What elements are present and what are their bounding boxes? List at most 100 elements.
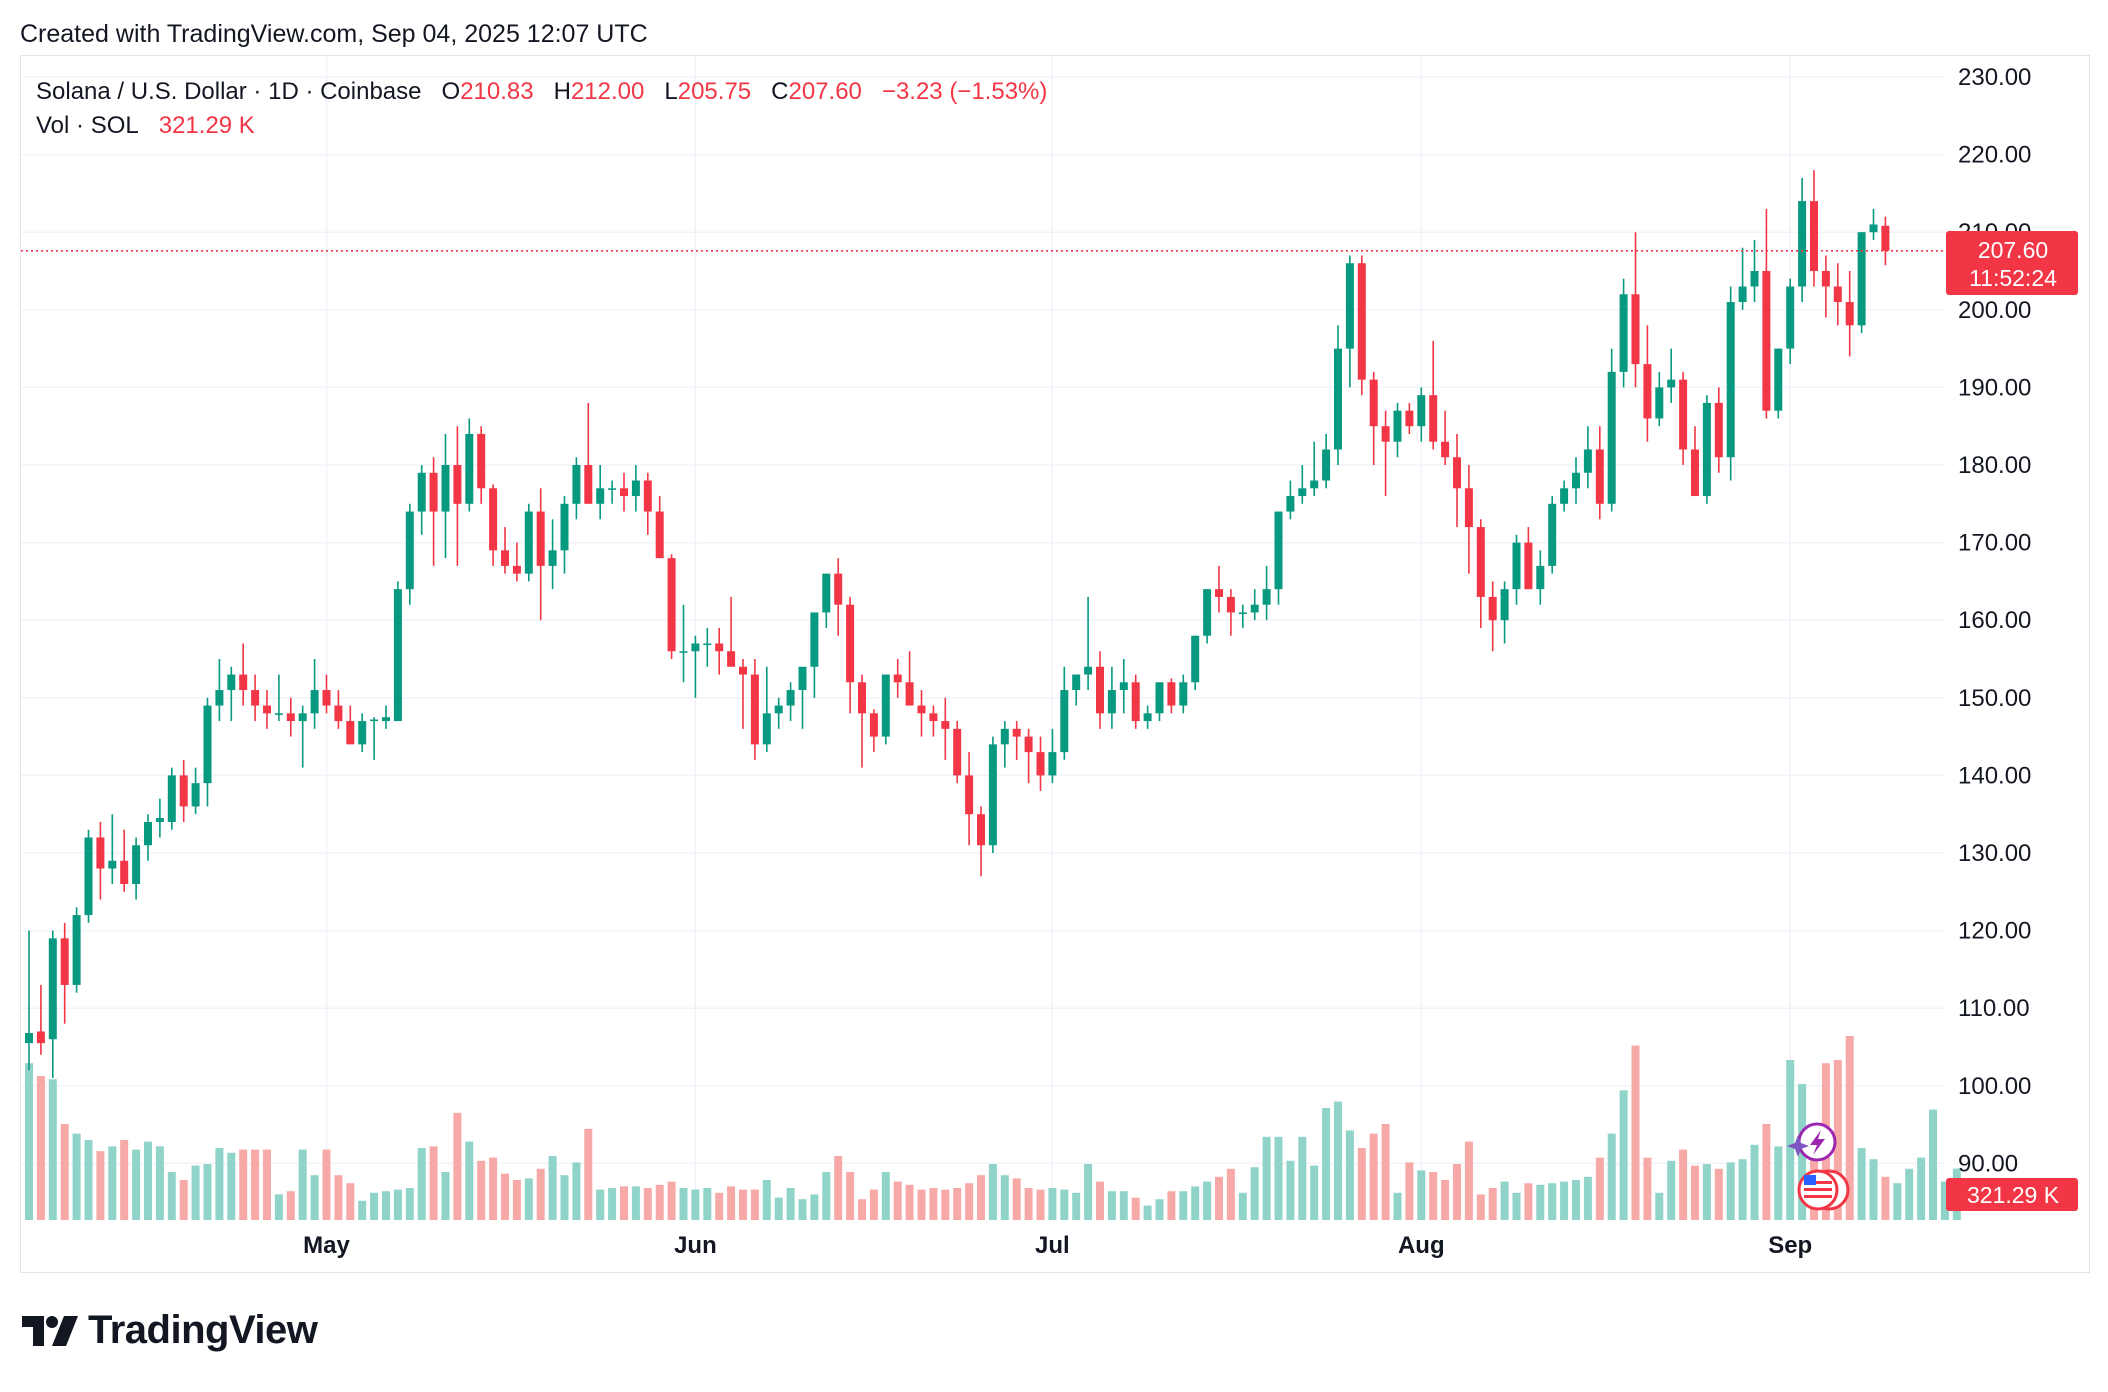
candle[interactable] [869, 709, 878, 753]
candle[interactable] [739, 659, 747, 729]
candle[interactable] [1786, 278, 1795, 365]
candle[interactable] [1012, 721, 1021, 760]
candle[interactable] [203, 697, 212, 807]
candle[interactable] [643, 472, 652, 535]
candle[interactable] [762, 666, 771, 753]
candle[interactable] [1595, 426, 1604, 520]
candle[interactable] [1048, 728, 1057, 784]
candle[interactable] [810, 612, 819, 698]
candle[interactable] [1441, 410, 1450, 465]
candle[interactable] [1488, 581, 1497, 652]
candle[interactable] [1762, 208, 1771, 419]
candle[interactable] [1369, 371, 1378, 465]
candle[interactable] [691, 635, 700, 698]
candle[interactable] [750, 659, 759, 760]
candle[interactable] [155, 798, 164, 838]
candle[interactable] [286, 697, 295, 737]
candle[interactable] [36, 984, 45, 1055]
candle[interactable] [1131, 674, 1140, 729]
candle[interactable] [370, 717, 379, 760]
candle[interactable] [881, 674, 890, 745]
candle[interactable] [1096, 651, 1104, 729]
candle[interactable] [655, 496, 664, 559]
volume-badge[interactable]: 321.29 K [1946, 1178, 2078, 1211]
candle[interactable] [1667, 348, 1676, 403]
candle[interactable] [1583, 426, 1592, 489]
candle[interactable] [893, 659, 902, 698]
candle[interactable] [608, 480, 617, 504]
candle[interactable] [1869, 208, 1878, 240]
candle[interactable] [72, 907, 81, 993]
candle[interactable] [334, 690, 343, 729]
candle[interactable] [25, 930, 33, 1071]
candle[interactable] [774, 697, 783, 729]
candle[interactable] [1310, 441, 1319, 497]
candle[interactable] [977, 806, 985, 877]
candle[interactable] [1512, 534, 1521, 605]
candle[interactable] [667, 554, 676, 659]
lightning-alert-icon[interactable] [1797, 1122, 1837, 1162]
candle[interactable] [1381, 410, 1390, 497]
candle[interactable] [489, 484, 498, 566]
candle[interactable] [1536, 550, 1545, 605]
candle[interactable] [144, 814, 152, 861]
candle[interactable] [298, 705, 307, 768]
candle[interactable] [786, 682, 795, 722]
candle[interactable] [1024, 728, 1033, 784]
candle[interactable] [536, 488, 545, 621]
candle[interactable] [310, 659, 319, 729]
candle[interactable] [84, 829, 93, 923]
candle[interactable] [965, 752, 974, 846]
candle[interactable] [191, 767, 200, 815]
candle[interactable] [1072, 674, 1081, 706]
legend-volume-label[interactable]: Vol · SOL [36, 112, 139, 139]
candle[interactable] [1821, 255, 1830, 318]
candle[interactable] [822, 573, 831, 628]
candle[interactable] [132, 837, 141, 900]
candle[interactable] [1453, 433, 1461, 528]
candle[interactable] [1524, 527, 1533, 590]
candle[interactable] [1179, 674, 1188, 714]
candle[interactable] [1702, 395, 1711, 504]
candle[interactable] [846, 596, 855, 714]
candle[interactable] [1345, 255, 1354, 388]
candle[interactable] [108, 814, 117, 885]
candle[interactable] [1215, 565, 1223, 613]
candle[interactable] [1631, 232, 1640, 388]
candle[interactable] [1298, 465, 1307, 504]
candle[interactable] [703, 627, 712, 667]
candle[interactable] [1726, 286, 1735, 481]
candle[interactable] [1107, 666, 1116, 729]
candle[interactable] [501, 527, 509, 574]
price-axis[interactable]: 230.00220.00210.00200.00190.00180.00170.… [1958, 64, 2031, 1177]
candle[interactable] [1572, 457, 1580, 504]
candle[interactable] [1845, 271, 1854, 357]
candle[interactable] [1476, 519, 1485, 628]
candle[interactable] [274, 674, 283, 722]
candle[interactable] [715, 627, 724, 675]
candle[interactable] [512, 542, 521, 582]
candle[interactable] [429, 457, 438, 566]
candle[interactable] [393, 581, 402, 722]
candle[interactable] [1322, 433, 1331, 489]
time-axis[interactable]: May Jun Jul Aug Sep [303, 1232, 1812, 1259]
candle[interactable] [1155, 682, 1164, 722]
candle[interactable] [1060, 666, 1069, 760]
candle[interactable] [1714, 387, 1723, 473]
candle[interactable] [382, 705, 390, 729]
candle[interactable] [346, 705, 355, 745]
candle[interactable] [1084, 596, 1093, 691]
candle[interactable] [798, 666, 807, 729]
candle[interactable] [1357, 255, 1366, 396]
candle[interactable] [1464, 465, 1473, 574]
candle[interactable] [1643, 325, 1652, 442]
candle[interactable] [96, 821, 105, 900]
candle[interactable] [929, 705, 938, 737]
candle[interactable] [953, 721, 962, 784]
candle[interactable] [1226, 589, 1235, 636]
candle[interactable] [1417, 387, 1426, 442]
candle[interactable] [1405, 402, 1414, 434]
candle[interactable] [1393, 402, 1402, 458]
candle[interactable] [572, 457, 581, 520]
candle[interactable] [215, 659, 224, 722]
